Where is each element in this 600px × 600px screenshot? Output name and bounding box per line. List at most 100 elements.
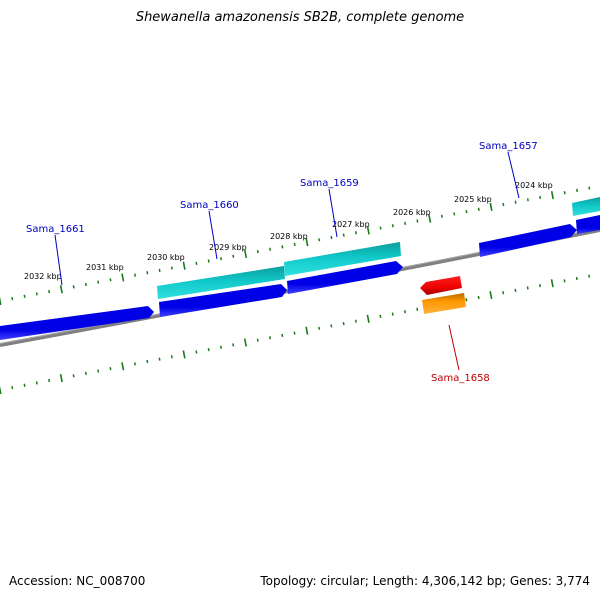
lower-scale-minor-tick bbox=[72, 374, 75, 378]
gene-arrow-sama-1658[interactable] bbox=[420, 276, 462, 295]
upper-scale-minor-tick bbox=[109, 278, 112, 282]
scale-label-2031: 2031 kbp bbox=[86, 263, 124, 272]
gene-label-leaders bbox=[54, 151, 520, 371]
cds-bar-sama-1660[interactable] bbox=[157, 266, 285, 299]
gene-arrow-edge[interactable] bbox=[576, 215, 600, 234]
lower-scale-major-tick bbox=[59, 374, 63, 383]
lower-scale-major-tick bbox=[550, 279, 554, 288]
lower-scale-minor-tick bbox=[477, 295, 480, 300]
upper-scale-minor-tick bbox=[84, 282, 87, 287]
upper-scale-major-tick bbox=[182, 261, 186, 270]
gene-arrow-sama-1660[interactable] bbox=[159, 284, 287, 317]
lower-scale-major-tick bbox=[243, 338, 247, 347]
upper-scale-minor-tick bbox=[440, 214, 443, 218]
gene-arrow-sama-1661[interactable] bbox=[0, 306, 154, 340]
upper-scale-minor-tick bbox=[35, 292, 38, 296]
lower-scale-minor-tick bbox=[195, 350, 198, 354]
cds-bar-sama-1658[interactable] bbox=[422, 293, 466, 314]
lower-scale-minor-tick bbox=[391, 312, 394, 316]
upper-scale-major-tick bbox=[366, 226, 370, 235]
upper-scale-minor-tick bbox=[72, 285, 75, 289]
lower-scale-minor-tick bbox=[281, 333, 284, 338]
upper-scale-major-tick bbox=[489, 202, 493, 211]
upper-scale-minor-tick bbox=[146, 271, 149, 275]
gene-label-sama-1659[interactable]: Sama_1659 bbox=[300, 178, 359, 189]
upper-scale-minor-tick bbox=[170, 266, 173, 270]
lower-scale-minor-tick bbox=[109, 367, 112, 371]
lower-scale-major-tick bbox=[182, 350, 186, 359]
gene-arrow-sama-1659[interactable] bbox=[287, 261, 403, 294]
lower-scale-major-tick bbox=[121, 362, 125, 371]
upper-scale-minor-tick bbox=[293, 242, 296, 247]
upper-scale-minor-tick bbox=[404, 221, 407, 225]
upper-scale-minor-tick bbox=[575, 188, 579, 193]
scale-labels: 2032 kbp 2031 kbp 2030 kbp 2029 kbp 2028… bbox=[24, 181, 553, 281]
lower-scale-minor-tick bbox=[133, 362, 137, 366]
upper-scale-major-tick bbox=[59, 285, 63, 294]
lower-scale-minor-tick bbox=[207, 348, 210, 352]
upper-scale-minor-tick bbox=[232, 254, 235, 258]
upper-scale-minor-tick bbox=[453, 212, 456, 216]
lower-scale-minor-tick bbox=[256, 338, 259, 342]
lower-scale-minor-tick bbox=[318, 326, 321, 330]
genome-summary-text: Topology: circular; Length: 4,306,142 bp… bbox=[260, 574, 590, 588]
upper-scale-minor-tick bbox=[502, 202, 505, 207]
upper-scale-major-tick bbox=[243, 249, 248, 259]
upper-scale-major-tick bbox=[0, 296, 2, 306]
upper-scale-minor-tick bbox=[465, 209, 468, 214]
lower-scale-minor-tick bbox=[465, 298, 468, 302]
upper-scale-minor-tick bbox=[269, 247, 272, 251]
scale-label-2028: 2028 kbp bbox=[270, 232, 308, 241]
scale-label-2030: 2030 kbp bbox=[147, 253, 185, 262]
lower-scale-minor-tick bbox=[170, 355, 173, 359]
lower-scale-minor-tick bbox=[158, 357, 161, 361]
map-title: Shewanella amazonensis SB2B, complete ge… bbox=[135, 10, 465, 25]
lower-scale-minor-tick bbox=[35, 381, 38, 385]
gene-label-sama-1658[interactable]: Sama_1658 bbox=[431, 373, 490, 384]
lower-scale-minor-tick bbox=[514, 288, 517, 292]
upper-scale-ticks bbox=[0, 186, 591, 306]
lower-scale-minor-tick bbox=[502, 291, 505, 295]
upper-scale-minor-tick bbox=[219, 257, 222, 261]
lower-scale-minor-tick bbox=[379, 314, 382, 319]
gene-labels: Sama_1661 Sama_1660 Sama_1659 Sama_1657 … bbox=[26, 141, 538, 384]
scale-label-2026: 2026 kbp bbox=[393, 208, 431, 217]
lower-scale-minor-tick bbox=[538, 283, 542, 288]
gene-label-sama-1660[interactable]: Sama_1660 bbox=[180, 200, 239, 211]
gene-label-sama-1657[interactable]: Sama_1657 bbox=[479, 141, 538, 152]
upper-scale-major-tick bbox=[550, 191, 554, 200]
upper-scale-minor-tick bbox=[134, 273, 137, 277]
lower-scale-major-tick bbox=[489, 291, 493, 300]
lower-scale-minor-tick bbox=[219, 345, 222, 349]
upper-scale-minor-tick bbox=[539, 195, 542, 200]
lower-scale-minor-tick bbox=[146, 359, 149, 364]
upper-scale-minor-tick bbox=[330, 235, 333, 240]
forward-cds-track bbox=[157, 197, 600, 299]
forward-gene-track bbox=[0, 215, 600, 340]
upper-scale-minor-tick bbox=[207, 259, 210, 263]
accession-text: Accession: NC_008700 bbox=[9, 574, 146, 588]
gene-label-sama-1661[interactable]: Sama_1661 bbox=[26, 224, 85, 235]
upper-scale-minor-tick bbox=[477, 207, 480, 211]
upper-scale-major-tick bbox=[305, 238, 309, 247]
lower-scale-major-tick bbox=[366, 314, 370, 323]
cds-bar-sama-1659[interactable] bbox=[284, 242, 401, 276]
lower-scale-minor-tick bbox=[403, 310, 407, 314]
upper-scale-minor-tick bbox=[342, 233, 345, 237]
upper-scale-major-tick bbox=[121, 273, 125, 282]
upper-scale-minor-tick bbox=[256, 249, 259, 254]
lower-scale-minor-tick bbox=[416, 307, 419, 311]
upper-scale-minor-tick bbox=[416, 219, 419, 223]
upper-scale-major-tick bbox=[428, 214, 432, 223]
lower-scale-minor-tick bbox=[293, 331, 296, 335]
gene-arrow-sama-1657[interactable] bbox=[479, 224, 577, 257]
lower-scale-major-tick bbox=[0, 385, 2, 395]
upper-scale-minor-tick bbox=[195, 261, 198, 265]
scale-label-2029: 2029 kbp bbox=[209, 243, 247, 252]
lower-scale-minor-tick bbox=[48, 378, 51, 383]
upper-scale-minor-tick bbox=[318, 238, 321, 242]
cds-bar-sama-1657[interactable] bbox=[572, 197, 600, 216]
upper-scale-minor-tick bbox=[563, 191, 566, 195]
